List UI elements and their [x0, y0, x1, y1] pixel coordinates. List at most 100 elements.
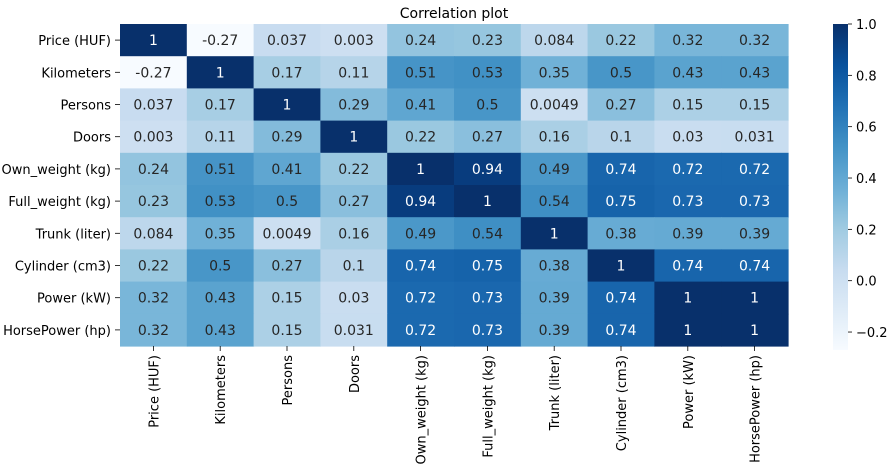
heatmap-cell-label: 0.43 — [672, 65, 703, 81]
heatmap-cell — [654, 56, 722, 89]
heatmap-cell — [186, 249, 255, 283]
heatmap-cell — [120, 185, 188, 218]
heatmap-cell-label: 0.53 — [472, 65, 503, 81]
heatmap-cell — [120, 24, 188, 57]
heatmap-cell — [186, 313, 255, 347]
heatmap-cell — [520, 281, 589, 315]
heatmap-cell — [587, 24, 655, 57]
heatmap-cell — [186, 24, 255, 57]
heatmap-cell-label: 0.39 — [739, 226, 770, 242]
heatmap-cell-label: 0.084 — [133, 226, 173, 242]
heatmap-cell — [454, 281, 522, 315]
x-axis-tick-labels: Price (HUF) Kilometers Persons Doors Own_wei… — [147, 346, 764, 464]
heatmap-cell — [721, 281, 789, 315]
heatmap-cell — [454, 24, 522, 57]
heatmap-cell-label: 0.22 — [605, 33, 636, 49]
heatmap-cell-label: 1 — [149, 33, 158, 49]
heatmap-cell — [654, 249, 722, 283]
heatmap-cell-label: 0.27 — [605, 98, 636, 114]
y-axis-tick-label: Power (kW) — [37, 292, 111, 307]
heatmap-cell-label: -0.27 — [202, 33, 238, 49]
heatmap-cell — [454, 313, 522, 347]
heatmap-cell-label: 0.72 — [739, 162, 770, 178]
heatmap-cell — [654, 24, 722, 57]
heatmap-cell-label: 0.22 — [338, 162, 369, 178]
heatmap-cell-label: 0.35 — [205, 226, 236, 242]
heatmap-cell — [454, 249, 522, 283]
heatmap-cell-label: 0.27 — [271, 259, 302, 275]
heatmap-cell — [721, 152, 789, 186]
heatmap-cell — [587, 185, 655, 218]
heatmap-cell-label: 0.38 — [539, 259, 570, 275]
heatmap-cell — [320, 152, 388, 186]
heatmap-cell — [520, 152, 589, 186]
heatmap-cell-label: 0.73 — [472, 291, 503, 307]
heatmap-cell-label: 0.74 — [672, 259, 703, 275]
colorbar-tick-label: 1.0 — [856, 18, 877, 33]
heatmap-cell — [721, 88, 789, 122]
heatmap-cell-label: 0.1 — [343, 259, 365, 275]
heatmap-cell-label: 0.94 — [472, 162, 503, 178]
colorbar-tick-label: 0.6 — [856, 121, 877, 136]
heatmap-cell-labels: 1 -0.27 0.037 0.003 0.24 0.23 0.084 0.22 0.32 0.3… — [133, 33, 774, 339]
heatmap-cell — [186, 56, 255, 89]
heatmap-cell-label: 0.49 — [539, 162, 570, 178]
heatmap-cell — [454, 56, 522, 89]
heatmap-cell-label: 0.49 — [405, 226, 436, 242]
heatmap-cell-label: 0.15 — [739, 98, 770, 114]
heatmap-cell-label: 0.72 — [405, 323, 436, 339]
heatmap-cell — [520, 313, 589, 347]
heatmap-cell-label: 0.16 — [338, 226, 369, 242]
y-axis-tick-label: Full_weight (kg) — [8, 195, 111, 210]
heatmap-cell-label: 1 — [483, 194, 492, 210]
heatmap-cell — [520, 24, 589, 57]
heatmap-cell — [587, 313, 655, 347]
heatmap-cell — [186, 152, 255, 186]
heatmap-cell-label: 0.74 — [605, 291, 636, 307]
heatmap-cell — [387, 56, 455, 89]
heatmap-cell-label: 0.39 — [539, 323, 570, 339]
x-axis-tick-label: Full_weight (kg) — [481, 355, 496, 458]
heatmap-cell-label: 0.23 — [138, 194, 169, 210]
heatmap-cell — [721, 24, 789, 57]
heatmap-cell-label: 0.32 — [672, 33, 703, 49]
heatmap-cell — [721, 313, 789, 347]
heatmap-cell — [387, 281, 455, 315]
heatmap-cell-label: 0.037 — [267, 33, 307, 49]
heatmap-cell — [387, 313, 455, 347]
heatmap-cell — [186, 88, 255, 122]
heatmap-cell — [186, 281, 255, 315]
heatmap-cell — [387, 152, 455, 186]
heatmap-cell-label: 0.43 — [205, 323, 236, 339]
heatmap-cell-label: 0.29 — [338, 98, 369, 114]
heatmap-cell-label: 0.003 — [334, 33, 374, 49]
heatmap-cell-label: 1 — [683, 323, 692, 339]
heatmap-cell-label: 1 — [683, 291, 692, 307]
heatmap-cell — [721, 56, 789, 89]
heatmap-cell — [320, 185, 388, 218]
heatmap-cell-label: 0.35 — [539, 65, 570, 81]
y-axis-tick-label: Cylinder (cm3) — [15, 260, 111, 275]
heatmap-cell-label: 0.5 — [610, 65, 632, 81]
heatmap-cell — [520, 88, 589, 122]
heatmap-cell-label: 0.03 — [672, 130, 703, 146]
x-axis-tick-label: Doors — [348, 355, 363, 393]
heatmap-cell — [721, 185, 789, 218]
heatmap-cell — [587, 281, 655, 315]
heatmap-cell — [320, 281, 388, 315]
heatmap-cells — [120, 24, 789, 347]
heatmap-cell-label: 0.17 — [271, 65, 302, 81]
heatmap-cell — [320, 120, 388, 154]
heatmap-cell — [587, 120, 655, 154]
heatmap-cell — [387, 88, 455, 122]
heatmap-cell-label: 0.031 — [334, 323, 374, 339]
heatmap-cell-label: 1 — [617, 259, 626, 275]
heatmap-cell — [520, 120, 589, 154]
heatmap-cell — [387, 249, 455, 283]
heatmap-cell-label: 0.22 — [405, 130, 436, 146]
heatmap-cell — [587, 88, 655, 122]
colorbar-tick-label: −0.2 — [856, 326, 888, 341]
heatmap-cell-label: 0.74 — [605, 323, 636, 339]
heatmap-cell — [253, 313, 321, 347]
